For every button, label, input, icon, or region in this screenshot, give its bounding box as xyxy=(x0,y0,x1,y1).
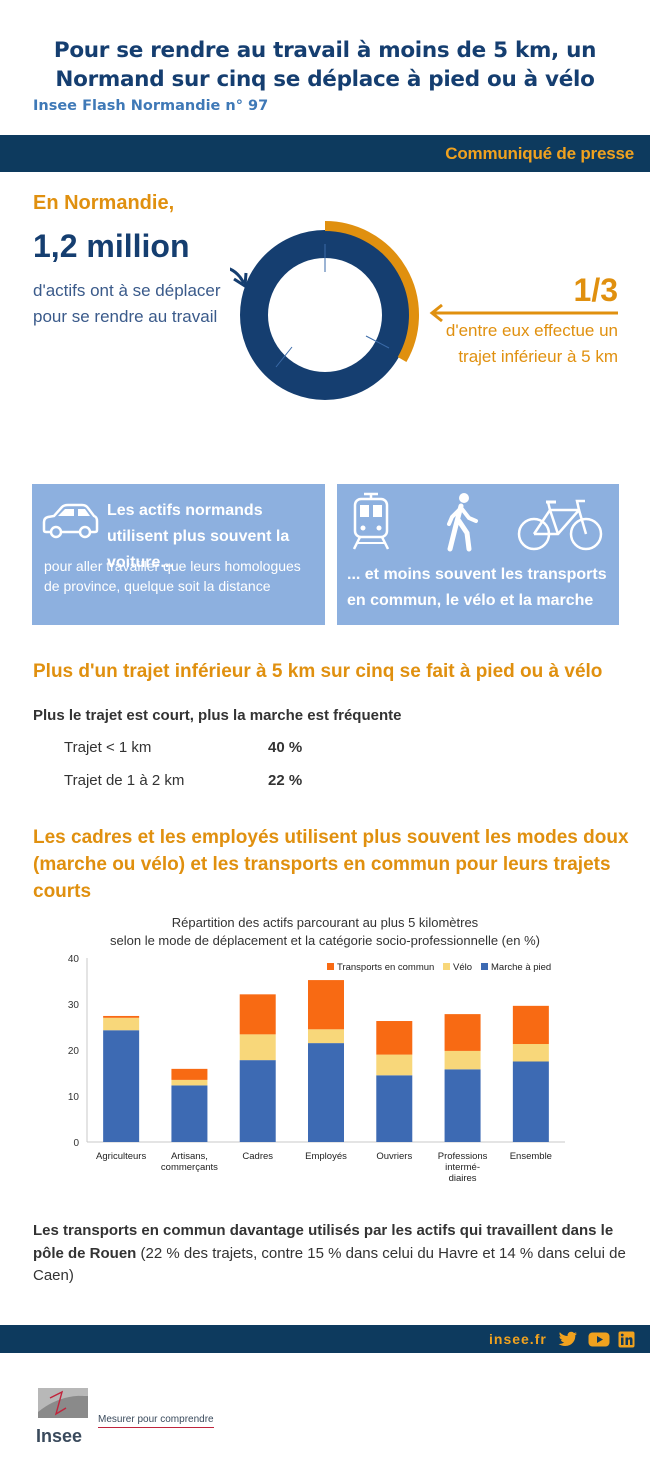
row-value-1: 40 % xyxy=(268,739,303,756)
soft-modes-box: ... et moins souvent les transports en c… xyxy=(337,484,619,625)
y-tick-label: 40 xyxy=(68,954,80,965)
chart-title-line2: selon le mode de déplacement et la catég… xyxy=(110,933,540,948)
page-title-line2: Normand sur cinq se déplace à pied ou à … xyxy=(55,67,595,92)
youtube-icon[interactable] xyxy=(588,1331,610,1348)
million-figure: 1,2 million xyxy=(33,228,190,264)
bar-segment xyxy=(444,1014,481,1051)
car-icon xyxy=(42,503,99,539)
donut-separator xyxy=(365,335,390,349)
section2-heading: Les cadres et les employés utilisent plu… xyxy=(33,824,629,905)
chart-title-line1: Répartition des actifs parcourant au plu… xyxy=(171,915,479,930)
bar-segment xyxy=(512,1044,549,1062)
bar-segment xyxy=(376,1075,413,1142)
bar-segment xyxy=(444,1050,481,1070)
bar-segment xyxy=(239,1034,276,1061)
insee-site-link[interactable]: insee.fr xyxy=(489,1331,547,1347)
x-tick-label: Agriculteurs xyxy=(96,1151,146,1162)
stacked-bar-chart: 0 10 20 30 40 Agriculteurs Artisans,commerçant… xyxy=(68,954,565,1184)
section2-heading-line1: Les cadres et les employés utilisent plu… xyxy=(33,827,629,848)
legend-swatch xyxy=(327,963,334,970)
bar-segment xyxy=(103,1017,140,1031)
legend-label: Vélo xyxy=(453,962,472,973)
press-label: Communiqué de presse xyxy=(445,144,634,163)
legend-label: Marche à pied xyxy=(491,962,551,973)
press-banner: Communiqué de presse xyxy=(0,135,650,172)
y-tick-label: 0 xyxy=(73,1138,79,1149)
bar-segment xyxy=(512,1061,549,1142)
bicycle-icon xyxy=(517,499,603,551)
page-title-line1: Pour se rendre au travail à moins de 5 k… xyxy=(53,38,597,63)
insee-logo-text: Insee xyxy=(36,1426,83,1446)
chart-title: Répartition des actifs parcourant au plu… xyxy=(0,914,650,950)
left-arrow xyxy=(230,267,246,284)
section2-heading-line2: (marche ou vélo) et les transports en co… xyxy=(33,854,611,875)
fraction-description: d'entre eux effectue un trajet inférieur… xyxy=(445,321,618,366)
region-label: En Normandie, xyxy=(33,192,175,214)
x-tick-label: diaires xyxy=(449,1173,477,1184)
right-arrow xyxy=(429,303,618,323)
million-description: d'actifs ont à se déplacer pour se rendr… xyxy=(33,281,221,326)
bar-segment xyxy=(171,1068,208,1080)
bar-segment xyxy=(308,1029,344,1044)
bar-segment xyxy=(103,1015,140,1018)
linkedin-icon[interactable] xyxy=(618,1331,635,1348)
row-value-2: 22 % xyxy=(268,772,303,789)
x-tick-label: Artisans, xyxy=(171,1151,208,1162)
car-box-heading: Les actifs normands utilisent plus souve… xyxy=(107,502,290,571)
bar-segment xyxy=(512,1005,549,1045)
x-tick-label: commerçants xyxy=(161,1162,218,1173)
x-tick-label: Cadres xyxy=(242,1151,273,1162)
pedestrian-icon xyxy=(447,493,478,552)
x-tick-label: Ouvriers xyxy=(376,1151,412,1162)
donut-accent-arc xyxy=(324,221,419,362)
footer-bar: insee.fr xyxy=(0,1325,650,1353)
section1-subheading: Plus le trajet est court, plus la marche… xyxy=(33,707,402,724)
legend-swatch xyxy=(443,963,450,970)
x-tick-label: Professions xyxy=(438,1151,488,1162)
twitter-icon[interactable] xyxy=(558,1331,578,1348)
soft-modes-heading: ... et moins souvent les transports en c… xyxy=(347,566,607,609)
bar-segment xyxy=(376,1054,413,1076)
section1-heading: Plus d'un trajet inférieur à 5 km sur ci… xyxy=(33,661,603,682)
x-tick-label: Ensemble xyxy=(510,1151,552,1162)
y-tick-label: 10 xyxy=(68,1092,80,1103)
y-tick-label: 30 xyxy=(68,1000,80,1011)
x-tick-label: intermé- xyxy=(445,1162,480,1173)
closing-normal: (22 % des trajets, contre 15 % dans celu… xyxy=(33,1244,626,1285)
page-title: Pour se rendre au travail à moins de 5 k… xyxy=(0,36,650,94)
bar-segment xyxy=(239,1060,276,1142)
bar-segment xyxy=(308,1043,344,1142)
legend-swatch xyxy=(481,963,488,970)
left-arrow-head xyxy=(233,272,248,289)
insee-tagline: Mesurer pour comprendre xyxy=(98,1414,214,1428)
row-label-1: Trajet < 1 km xyxy=(64,739,152,756)
bar-segment xyxy=(171,1085,208,1142)
car-box-text: pour aller travailler que leurs homologu… xyxy=(44,558,301,594)
insee-logo-icon xyxy=(38,1388,88,1418)
closing-bold: Les transports en commun davantage utili… xyxy=(33,1222,614,1262)
section2-heading-line3: courts xyxy=(33,881,92,902)
bar-segment xyxy=(239,994,276,1035)
car-box: Les actifs normands utilisent plus souve… xyxy=(32,484,325,625)
fraction-figure: 1/3 xyxy=(573,272,618,308)
y-tick-label: 20 xyxy=(68,1046,80,1057)
bar-segment xyxy=(376,1021,413,1055)
page-subtitle: Insee Flash Normandie n° 97 xyxy=(33,98,269,114)
bar-segment xyxy=(171,1079,208,1086)
bar-segment xyxy=(308,980,344,1030)
bar-segment xyxy=(444,1069,481,1142)
legend-label: Transports en commun xyxy=(337,962,434,973)
bar-segment xyxy=(103,1030,140,1142)
donut-graphic xyxy=(230,221,419,400)
donut-separator xyxy=(275,346,293,368)
train-icon xyxy=(352,492,390,550)
row-label-2: Trajet de 1 à 2 km xyxy=(64,772,185,789)
x-tick-label: Employés xyxy=(305,1151,347,1162)
closing-paragraph: Les transports en commun davantage utili… xyxy=(33,1220,633,1288)
